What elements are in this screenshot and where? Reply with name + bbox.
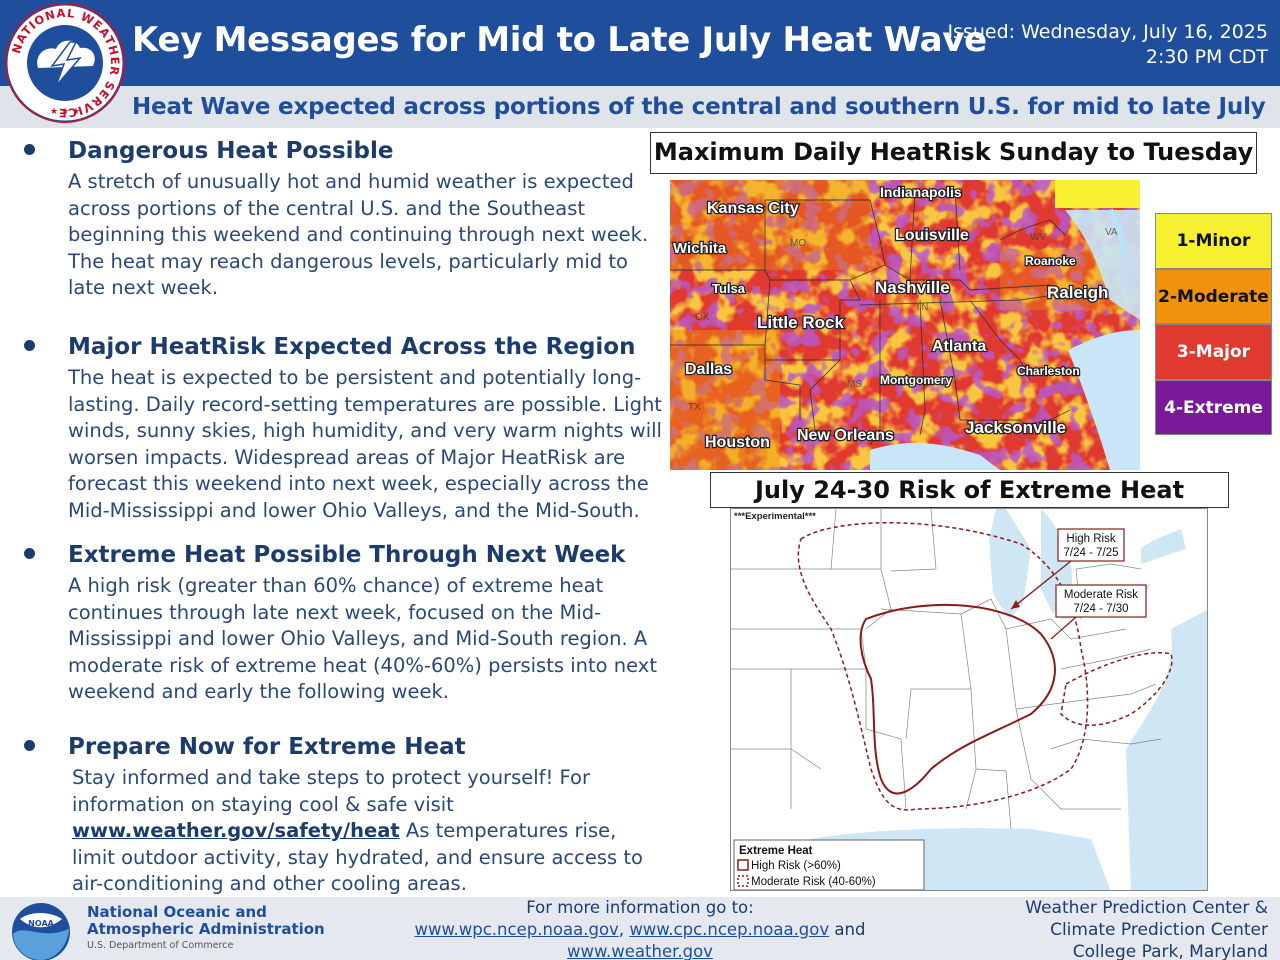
bullet-icon <box>24 740 35 751</box>
message-body: A stretch of unusually hot and humid wea… <box>68 170 649 299</box>
center-line1: Weather Prediction Center & <box>1025 898 1268 918</box>
svg-text:NOAA: NOAA <box>28 919 54 928</box>
city-label: Indianapolis <box>880 184 962 200</box>
moderate-risk-callout <box>1055 584 1147 618</box>
legend-minor: 1-Minor <box>1155 213 1272 269</box>
page-subtitle: Heat Wave expected across portions of th… <box>132 94 1266 120</box>
city-label: Jacksonville <box>965 418 1066 437</box>
message-body-end: As temperatures rise, limit outdoor acti… <box>72 819 643 895</box>
heatrisk-legend: 1-Minor 2-Moderate 3-Major 4-Extreme <box>1155 213 1272 435</box>
state-label: VA <box>1105 227 1118 238</box>
heatrisk-map: MO WV VA OK TN MS TX Indianapolis Kansas… <box>670 180 1140 470</box>
heatrisk-map-graphic: MO WV VA OK TN MS TX Indianapolis Kansas… <box>670 180 1140 470</box>
noaa-department: U.S. Department of Commerce <box>87 940 234 951</box>
high-risk-callout <box>1057 528 1125 562</box>
subtitle-bar: Heat Wave expected across portions of th… <box>0 86 1280 128</box>
svg-text:★ ★ ★: ★ ★ ★ <box>50 107 80 117</box>
moderate-risk-area-east <box>1060 652 1173 726</box>
state-labels: MO WV VA OK TN MS TX <box>688 227 1118 413</box>
legend-major: 3-Major <box>1155 324 1272 380</box>
wpc-link[interactable]: www.wpc.ncep.noaa.gov <box>414 920 619 939</box>
city-label: Charleston <box>1017 364 1080 378</box>
message-heading: Prepare Now for Extreme Heat <box>68 734 466 760</box>
state-label: OK <box>695 312 710 323</box>
state-label: TN <box>915 302 928 313</box>
bullet-icon <box>24 548 35 559</box>
prediction-centers: Weather Prediction Center & Climate Pred… <box>1025 897 1268 960</box>
noaa-name-line1: National Oceanic and <box>87 903 267 921</box>
message-heading: Dangerous Heat Possible <box>68 138 394 164</box>
center-line2: Climate Prediction Center <box>1050 920 1268 940</box>
city-label: Houston <box>705 434 770 451</box>
city-label: New Orleans <box>797 427 894 444</box>
more-info: For more information go to: www.wpc.ncep… <box>400 897 880 960</box>
experimental-label: ***Experimental*** <box>734 511 816 522</box>
noaa-name-line2: Atmospheric Administration <box>87 920 325 938</box>
city-label: Roanoke <box>1025 254 1076 268</box>
moderate-callout-line2: 7/24 - 7/30 <box>1074 603 1129 615</box>
state-label: MO <box>790 238 806 249</box>
noaa-logo: NOAA <box>12 903 70 960</box>
legend-moderate: 2-Moderate <box>1155 268 1272 324</box>
more-info-label: For more information go to: <box>526 898 754 917</box>
nws-logo: NATIONAL WEATHER SERVICE ★ ★ ★ <box>5 3 125 123</box>
message-body-start: Stay informed and take steps to protect … <box>72 766 590 816</box>
legend-extreme: 4-Extreme <box>1155 379 1272 435</box>
and-text: and <box>834 920 866 939</box>
bullet-icon <box>24 340 35 351</box>
issued-date: Issued: Wednesday, July 16, 2025 <box>947 21 1268 43</box>
city-label: Kansas City <box>707 200 799 217</box>
city-label: Atlanta <box>932 338 986 355</box>
message-body: Stay informed and take steps to protect … <box>72 765 662 898</box>
legend-high-risk: High Risk (>60%) <box>751 860 841 872</box>
legend-moderate-risk: Moderate Risk (40-60%) <box>751 876 876 888</box>
city-label: Louisville <box>895 227 969 244</box>
extreme-heat-map: ***Experimental*** High Risk 7/24 - 7/25… <box>730 508 1208 891</box>
city-label: Raleigh <box>1047 283 1108 302</box>
legend-title: Extreme Heat <box>739 845 813 857</box>
city-label: Dallas <box>685 361 732 378</box>
bullet-icon <box>24 144 35 155</box>
city-label: Little Rock <box>757 313 844 332</box>
message-body: The heat is expected to be persistent an… <box>68 366 662 522</box>
high-risk-area <box>859 603 1056 795</box>
state-label: WV <box>1030 232 1046 243</box>
message-body: A high risk (greater than 60% chance) of… <box>68 574 657 703</box>
cpc-link[interactable]: www.cpc.ncep.noaa.gov <box>629 920 830 939</box>
more-info-links: www.wpc.ncep.noaa.gov, www.cpc.ncep.noaa… <box>414 920 866 939</box>
moderate-callout-line1: Moderate Risk <box>1064 589 1138 601</box>
footer: NOAA National Oceanic and Atmospheric Ad… <box>0 897 1280 960</box>
center-line3: College Park, Maryland <box>1072 942 1268 960</box>
page-title: Key Messages for Mid to Late July Heat W… <box>132 20 987 60</box>
city-label: Nashville <box>875 278 950 297</box>
city-label: Tulsa <box>712 281 746 296</box>
city-labels: Indianapolis Kansas City Louisville Wich… <box>672 183 1110 453</box>
nws-link[interactable]: www.weather.gov <box>567 942 713 960</box>
heatrisk-map-title: Maximum Daily HeatRisk Sunday to Tuesday <box>650 132 1257 174</box>
extreme-heat-legend: Extreme Heat High Risk (>60%) Moderate R… <box>733 839 925 890</box>
issued-time: Issued: Wednesday, July 16, 2025 2:30 PM… <box>947 20 1268 70</box>
message-heading: Major HeatRisk Expected Across the Regio… <box>68 334 636 360</box>
noaa-name: National Oceanic and Atmospheric Adminis… <box>87 904 325 938</box>
moderate-risk-area <box>797 522 1089 811</box>
state-label: MS <box>847 379 862 390</box>
issued-clock: 2:30 PM CDT <box>1145 46 1268 68</box>
state-label: TX <box>688 402 701 413</box>
extreme-map-title: July 24-30 Risk of Extreme Heat <box>710 472 1229 508</box>
high-callout-line1: High Risk <box>1066 533 1115 545</box>
safety-heat-link[interactable]: www.weather.gov/safety/heat <box>72 819 400 842</box>
header-bar: Key Messages for Mid to Late July Heat W… <box>0 0 1280 86</box>
extreme-heat-map-graphic: ***Experimental*** High Risk 7/24 - 7/25… <box>731 509 1207 890</box>
city-label: Wichita <box>673 240 727 257</box>
city-label: Montgomery <box>880 373 952 387</box>
message-heading: Extreme Heat Possible Through Next Week <box>68 542 626 568</box>
high-callout-line2: 7/24 - 7/25 <box>1064 547 1119 559</box>
